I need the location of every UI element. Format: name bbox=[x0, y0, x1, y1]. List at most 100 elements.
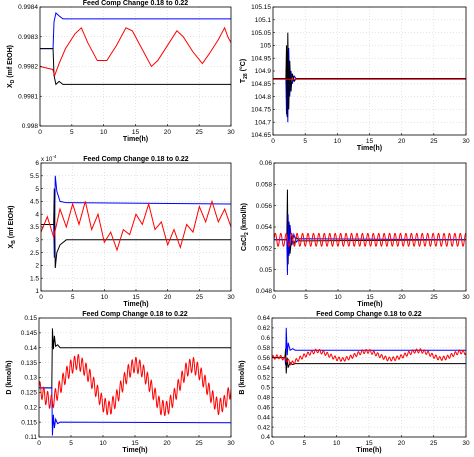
series-group bbox=[41, 175, 231, 269]
y-tick-label: 104.65 bbox=[251, 132, 271, 139]
x-tick-label: 20 bbox=[398, 294, 406, 301]
series-line-1 bbox=[274, 214, 466, 276]
y-axis-label: D (kmol/h) bbox=[6, 360, 13, 394]
y-label-sub: D bbox=[10, 79, 16, 83]
y-tick-label: 0.145 bbox=[21, 330, 38, 337]
chart-title: Feed Comp Change 0.18 to 0.22 bbox=[83, 0, 189, 7]
x-tick-label: 0 bbox=[272, 294, 276, 301]
chart-cacl: 0 5 10 15 20 25 30 0.048 0.05 0.052 0.054 0.056 0.05… bbox=[241, 160, 470, 308]
y-tick-label: 105.15 bbox=[251, 4, 271, 11]
series-line-0 bbox=[272, 327, 466, 366]
series-line-0 bbox=[39, 328, 231, 389]
series-line-1 bbox=[273, 32, 466, 118]
y-tick-label: 1.5 bbox=[30, 275, 39, 282]
x-tick-label: 20 bbox=[164, 294, 172, 301]
y-tick-label: 0.9982 bbox=[18, 64, 38, 71]
x-tick-label: 25 bbox=[430, 138, 438, 145]
x-tick-label: 10 bbox=[334, 138, 342, 145]
y-axis-label: XB (mf EtOH) bbox=[8, 206, 17, 249]
y-tick-label: 0.058 bbox=[256, 182, 273, 189]
y-tick-label: 5.5 bbox=[30, 173, 39, 180]
y-tick-label: 105 bbox=[260, 43, 271, 50]
y-label-main: B (kmol/h) bbox=[239, 360, 246, 394]
chart-b: 0 5 10 15 20 25 30 0.4 0.42 0.44 0.46 0.48 0.5 0.52 0.… bbox=[239, 311, 470, 454]
y-label-sub: 2 bbox=[244, 232, 250, 235]
y-tick-label: 0.4 bbox=[261, 434, 270, 441]
x-tick-label: 30 bbox=[227, 440, 235, 447]
y-tick-label: 4.5 bbox=[30, 199, 39, 206]
x-tick-label: 5 bbox=[303, 138, 307, 145]
x-tick-label: 10 bbox=[101, 294, 109, 301]
y-tick-label: 0.998 bbox=[22, 123, 39, 130]
y-tick-label: 104.75 bbox=[251, 107, 271, 114]
y-tick-label: 0.054 bbox=[256, 224, 273, 231]
x-tick-label: 10 bbox=[100, 129, 108, 136]
x-tick-label: 0 bbox=[37, 440, 41, 447]
series-line-2 bbox=[40, 26, 231, 77]
y-tick-label: 0.9983 bbox=[18, 34, 38, 41]
x-tick-label: 20 bbox=[398, 138, 406, 145]
x-tick-label: 30 bbox=[462, 138, 470, 145]
x-tick-label: 20 bbox=[398, 440, 406, 447]
series-line-1 bbox=[39, 387, 231, 436]
y-axis-label: T28 (°C) bbox=[239, 59, 249, 83]
series-group bbox=[273, 32, 466, 123]
y-tick-label: 1 bbox=[35, 288, 39, 295]
y-label-main: D (kmol/h) bbox=[6, 360, 13, 394]
x-tick-label: 25 bbox=[430, 294, 438, 301]
y-tick-label: 0.42 bbox=[257, 424, 270, 431]
y-tick-label: 0.64 bbox=[257, 315, 270, 322]
y-tick-label: 104.8 bbox=[255, 94, 272, 101]
x-axis-label: Time(h) bbox=[122, 447, 147, 454]
y-tick-label: 0.115 bbox=[21, 419, 37, 426]
series-group bbox=[39, 328, 231, 436]
x-tick-label: 5 bbox=[304, 294, 308, 301]
chart-t28: 0 5 10 15 20 25 30 104.65 104.7 104.75 104.8 104.85… bbox=[239, 4, 470, 152]
y-label-main: X bbox=[7, 83, 14, 88]
series-line-2 bbox=[41, 199, 231, 252]
y-tick-label: 0.135 bbox=[21, 360, 38, 367]
series-line-0 bbox=[274, 189, 466, 265]
chart-title: Feed Comp Change 0.18 to 0.22 bbox=[316, 311, 422, 318]
y-tick-label: 0.056 bbox=[256, 203, 273, 210]
x-tick-label: 15 bbox=[365, 440, 373, 447]
x-tick-label: 15 bbox=[132, 129, 140, 136]
x-tick-label: 5 bbox=[70, 129, 74, 136]
y-tick-label: 0.9981 bbox=[18, 93, 38, 100]
x-tick-label: 0 bbox=[38, 129, 42, 136]
y-label-main: T bbox=[240, 78, 247, 83]
y-tick-label: 0.6 bbox=[261, 335, 270, 342]
y-label-rest: (mf EtOH) bbox=[8, 206, 15, 241]
x-tick-label: 0 bbox=[270, 440, 274, 447]
x-tick-label: 30 bbox=[462, 294, 470, 301]
x-axis-label: Time(h) bbox=[357, 301, 382, 308]
x-tick-label: 5 bbox=[71, 294, 75, 301]
y-label-rest: (mf EtOH) bbox=[7, 45, 14, 80]
y-tick-label: 104.95 bbox=[251, 55, 271, 62]
x-tick-label: 25 bbox=[196, 129, 204, 136]
x-tick-label: 5 bbox=[69, 440, 73, 447]
series-group bbox=[272, 327, 466, 374]
x-tick-label: 0 bbox=[271, 138, 275, 145]
x-tick-label: 15 bbox=[131, 440, 139, 447]
y-exponent-power: -4 bbox=[52, 154, 56, 159]
y-tick-label: 0.44 bbox=[257, 414, 270, 421]
y-tick-label: 0.52 bbox=[257, 375, 270, 382]
y-tick-label: 0.13 bbox=[24, 375, 37, 382]
y-label-main: X bbox=[8, 243, 15, 248]
x-tick-label: 10 bbox=[333, 440, 341, 447]
x-axis-label: Time(h) bbox=[123, 301, 148, 308]
y-tick-label: 104.9 bbox=[255, 68, 272, 75]
x-axis-label: Time(h) bbox=[356, 447, 381, 454]
series-line-2 bbox=[274, 232, 466, 247]
y-tick-label: 0.05 bbox=[259, 267, 272, 274]
x-tick-label: 10 bbox=[334, 294, 342, 301]
y-tick-label: 0.06 bbox=[259, 160, 272, 167]
y-axis-label: XD (mf EtOH) bbox=[7, 45, 16, 88]
y-tick-label: 104.85 bbox=[251, 81, 271, 88]
y-tick-label: 0.46 bbox=[257, 404, 270, 411]
y-label-sub: B bbox=[11, 240, 17, 244]
y-tick-label: 6 bbox=[35, 160, 39, 167]
chart-xd: 0 5 10 15 20 25 30 0.998 0.9981 0.9982 0.9983 0.998… bbox=[7, 0, 235, 143]
